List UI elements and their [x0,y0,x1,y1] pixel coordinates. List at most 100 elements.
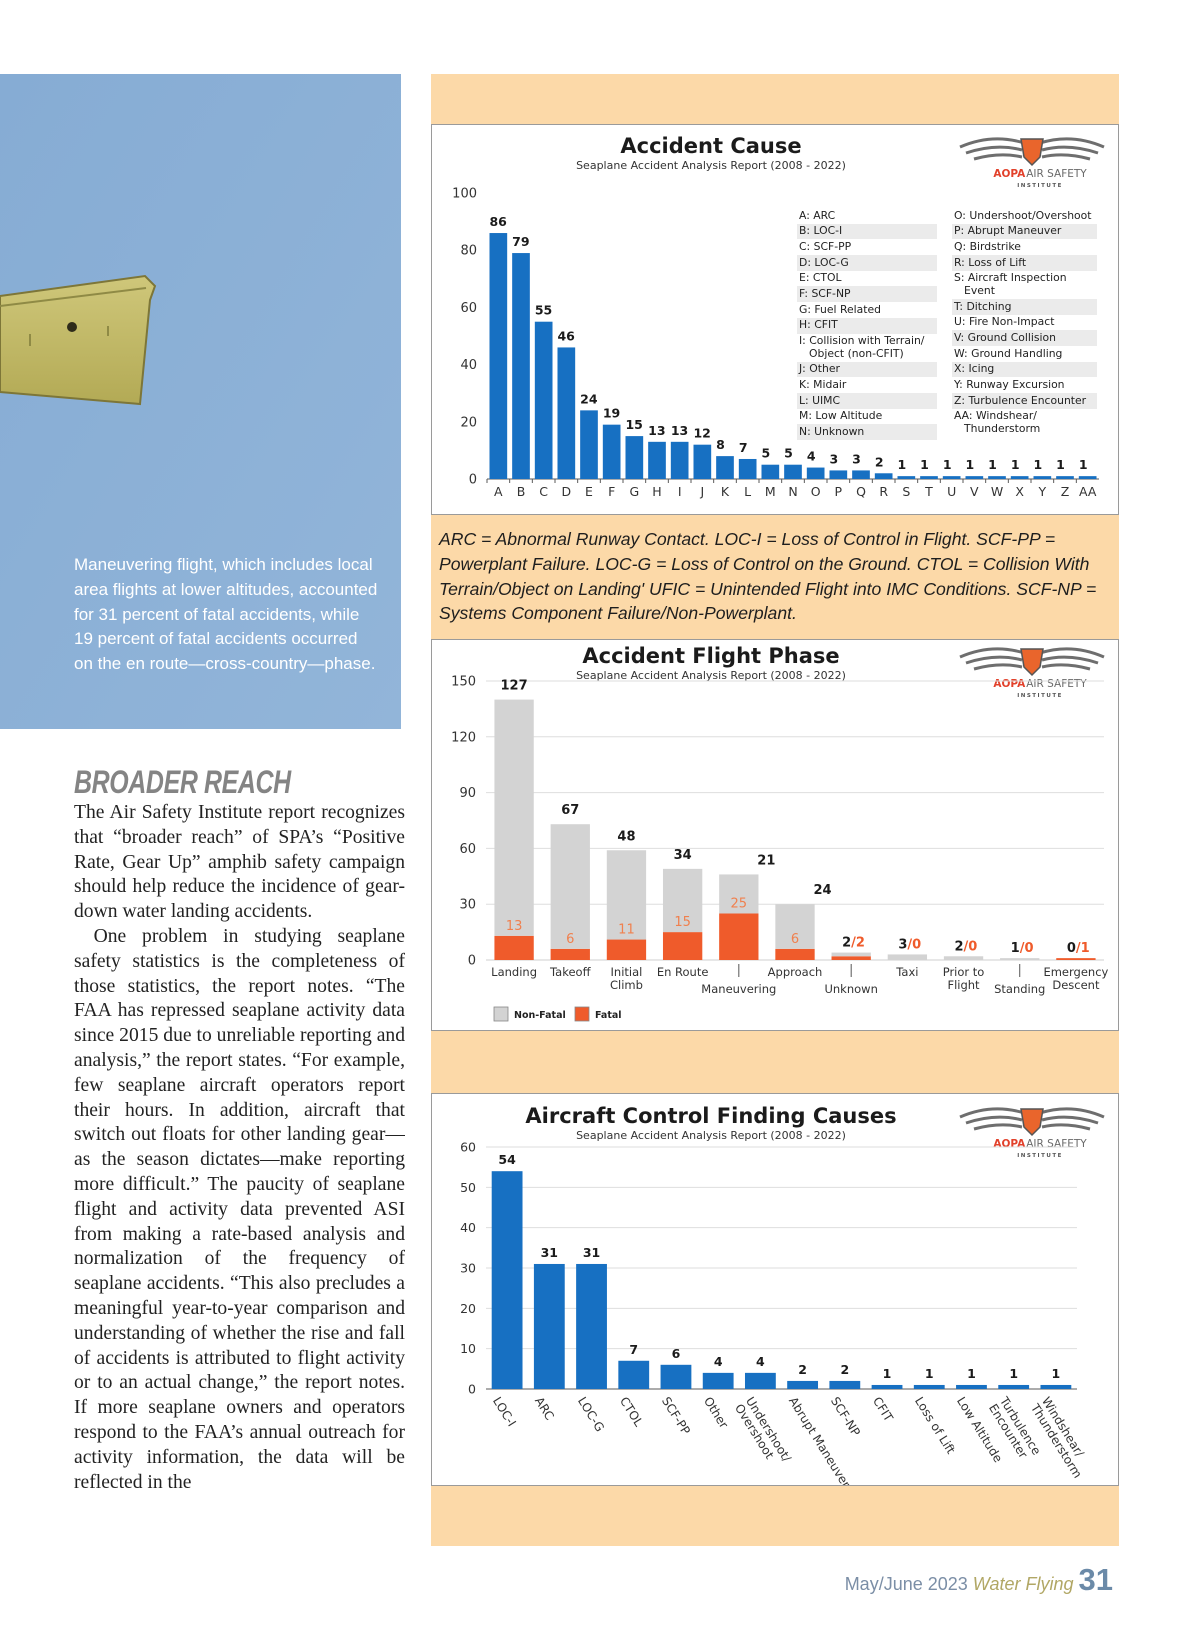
x-tick-label: F [608,484,615,499]
photo [0,74,401,729]
bar-segment [550,824,590,949]
x-tick-label: K [721,484,730,499]
x-tick-label: Prior to Flight [942,965,985,992]
key-item: N: Unknown [797,424,937,441]
logo: AOPAAIR SAFETY INSTITUTE [959,647,1105,699]
x-tick-label: A [494,484,503,499]
key-item: F: SCF-NP [797,286,937,303]
key-item: O: Undershoot/Overshoot [954,208,1092,222]
logo-shield [1020,648,1044,677]
chart-note: ARC = Abnormal Runway Contact. LOC-I = L… [439,529,1097,624]
data-label: 2 [875,454,884,469]
bar-segment [662,868,703,933]
bar-segment [1000,958,1040,960]
y-tick-label: 150 [451,675,476,690]
data-label: 1 [1079,457,1088,472]
bar [829,1380,861,1389]
data-label: 21 [757,853,775,868]
bar-segment [831,952,871,957]
x-tick-label: J [699,484,704,499]
paragraph: One problem in studying seaplane safety … [74,925,405,1493]
data-label: 4 [756,1354,765,1369]
bar-segment [775,904,815,949]
data-label: 6 [566,932,574,947]
logo-brand: AOPA [993,1138,1026,1150]
bar [534,321,553,479]
data-label: 2 [840,1362,849,1377]
bar [998,1384,1030,1389]
key-item: G: Fuel Related [799,302,881,316]
data-label: 34 [674,848,692,863]
chart-subtitle: Seaplane Accident Analysis Report (2008 … [576,1129,846,1142]
key-item: H: CFIT [797,317,937,334]
data-label: /2 [851,936,865,951]
bar [533,1263,565,1389]
x-tick-label: AA [1079,484,1097,499]
x-tick-label: W [991,484,1003,499]
legend-swatch [493,1006,509,1022]
key-item: W: Ground Handling [954,346,1063,360]
article-body: The Air Safety Institute report recogniz… [74,801,405,1546]
data-label: 31 [583,1245,600,1260]
data-label: 7 [739,440,748,455]
y-tick-label: 40 [460,1220,476,1235]
bar [965,476,984,479]
logo-text: AOPAAIR SAFETY [993,168,1087,180]
x-tick-label: H [652,484,661,499]
x-tick-label: Landing [491,965,537,979]
key-item: E: CTOL [799,271,842,285]
y-tick-label: 0 [468,1382,476,1397]
chart-title: Accident Flight Phase [582,644,839,668]
x-tick-label: V [970,484,979,499]
data-label: /0 [907,937,921,952]
y-tick-label: 30 [459,898,476,913]
logo-wings [959,137,1105,161]
x-tick-label: Maneuvering [701,982,777,996]
photo-caption: Maneuvering flight, which includes local… [74,555,378,674]
y-tick-label: 80 [460,244,477,259]
x-tick-label: D [562,484,572,499]
key-item: P: Abrupt Maneuver [952,223,1097,240]
x-tick-label: L [744,484,751,499]
x-tick-label: S [902,484,910,499]
logo-text: AOPAAIR SAFETY [993,678,1087,690]
data-label: 3 [829,451,838,466]
bar [693,444,712,479]
logo-brand: AOPA [993,168,1026,180]
key-item: Q: Birdstrike [954,239,1021,253]
data-label: /1 [1076,941,1090,956]
x-tick-label: En Route [656,965,709,979]
bar [702,1372,734,1389]
logo-shield [1020,1108,1044,1137]
bar [716,456,734,479]
x-tick-label: O [811,484,821,499]
bar-segment [606,850,647,940]
y-tick-label: 120 [451,730,476,745]
key-item: K: Midair [799,377,847,391]
bar [871,1384,903,1389]
data-label: 13 [648,423,665,438]
bar-segment [662,932,703,960]
data-label: 1 [943,457,952,472]
bar [1033,476,1052,479]
x-tick-label: U [947,484,956,499]
data-label: /0 [1020,941,1034,956]
bar [648,441,666,479]
key-item: V: Ground Collision [952,330,1097,346]
data-label: 7 [629,1342,638,1357]
footer: May/June 2023 Water Flying 31 [845,1562,1113,1598]
bar [738,458,757,479]
logo-sub: INSTITUTE [1017,693,1063,699]
x-tick-label: G [629,484,639,499]
bar [852,470,870,479]
logo-name: AIR SAFETY [1026,678,1087,690]
data-label: 67 [561,803,579,818]
x-tick-label: C [539,484,548,499]
data-label: 1 [1011,941,1020,956]
data-label: 1 [988,457,997,472]
key-item: D: LOC-G [797,255,937,271]
x-tick-label: T [924,484,933,499]
data-label: 1 [1011,457,1020,472]
data-label: 48 [617,829,635,844]
